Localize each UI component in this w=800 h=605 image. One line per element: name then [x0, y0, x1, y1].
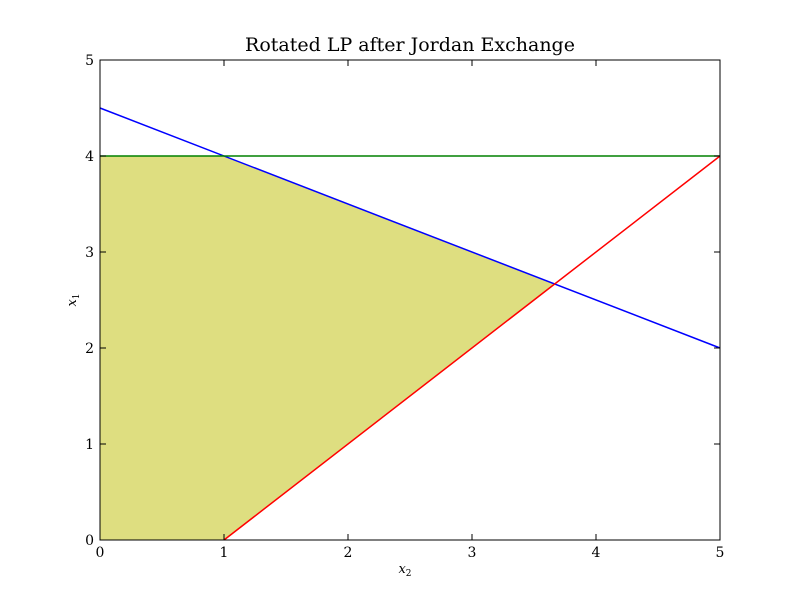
feasible-region — [100, 156, 555, 540]
x-axis-label: x2 — [398, 562, 411, 579]
x-axis-label-subscript: 2 — [406, 569, 412, 579]
x-tick-label: 3 — [468, 545, 477, 561]
y-tick-label: 1 — [85, 437, 94, 453]
x-tick-label: 2 — [344, 545, 353, 561]
plot-area — [99, 107, 721, 541]
chart-title: Rotated LP after Jordan Exchange — [245, 34, 575, 56]
y-axis-label-subscript: 1 — [72, 293, 82, 299]
x-tick-label: 0 — [96, 545, 105, 561]
x-tick-label: 4 — [592, 545, 601, 561]
plot-frame — [99, 59, 721, 541]
y-tick-label: 4 — [85, 149, 94, 165]
series-line-0 — [99, 107, 721, 349]
y-tick-label: 2 — [85, 341, 94, 357]
axis-ticks: 0 1 2 3 4 5 0 1 2 3 4 5 — [85, 53, 724, 561]
x-axis-label-base: x — [398, 562, 406, 577]
series-line-2 — [223, 155, 721, 541]
y-axis-label-base: x — [65, 299, 80, 307]
x-tick-label: 1 — [220, 545, 229, 561]
x-tick-label: 5 — [716, 545, 725, 561]
y-axis-label: x1 — [65, 293, 82, 306]
y-tick-label: 5 — [85, 53, 94, 69]
y-tick-label: 0 — [85, 533, 94, 549]
y-tick-label: 3 — [85, 245, 94, 261]
